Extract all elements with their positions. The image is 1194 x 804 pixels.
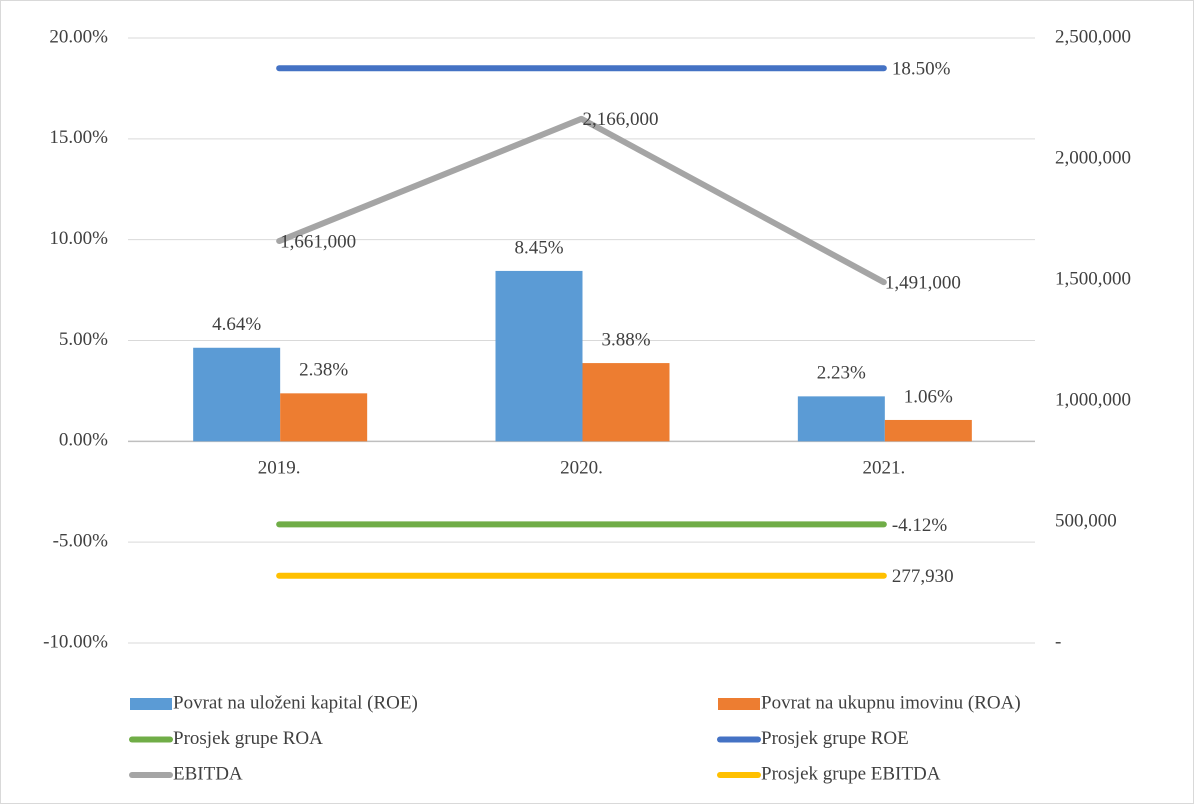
line-value-label: 277,930 xyxy=(892,566,954,587)
y-tick-label: 20.00% xyxy=(49,26,108,47)
legend-label: Prosjek grupe ROE xyxy=(761,728,909,749)
bar xyxy=(884,419,972,442)
line-value-label: -4.12% xyxy=(892,515,948,536)
y-tick-label: 10.00% xyxy=(49,228,108,249)
bar xyxy=(582,363,670,442)
line-value-label: 1,661,000 xyxy=(280,231,356,252)
y-tick-label: 15.00% xyxy=(49,127,108,148)
y-tick-label: 0.00% xyxy=(59,430,108,451)
legend-label: Prosjek grupe ROA xyxy=(173,728,323,749)
legend-label: EBITDA xyxy=(173,763,243,784)
y2-tick-label: 1,500,000 xyxy=(1055,268,1131,289)
y2-tick-label: - xyxy=(1055,631,1061,652)
legend-swatch xyxy=(130,698,172,710)
y-tick-label: 5.00% xyxy=(59,329,108,350)
line-value-label: 2,166,000 xyxy=(583,109,659,130)
y2-tick-label: 1,000,000 xyxy=(1055,389,1131,410)
bar-value-label: 3.88% xyxy=(601,329,650,350)
y2-tick-label: 2,500,000 xyxy=(1055,26,1131,47)
bar xyxy=(797,396,885,442)
legend-swatch xyxy=(718,698,760,710)
legend-label: Prosjek grupe EBITDA xyxy=(761,763,941,784)
x-tick-label: 2021. xyxy=(862,458,905,479)
legend-label: Povrat na ukupnu imovinu (ROA) xyxy=(761,692,1021,713)
bar-value-label: 1.06% xyxy=(904,386,953,407)
x-tick-label: 2019. xyxy=(258,458,301,479)
y-tick-label: -5.00% xyxy=(53,531,109,552)
legend-label: Povrat na uloženi kapital (ROE) xyxy=(173,692,418,713)
bar-value-label: 2.38% xyxy=(299,360,348,381)
bar-value-label: 8.45% xyxy=(514,237,563,258)
y2-tick-label: 500,000 xyxy=(1055,510,1117,531)
bar-value-label: 4.64% xyxy=(212,314,261,335)
line-value-label: 1,491,000 xyxy=(885,273,961,294)
x-tick-label: 2020. xyxy=(560,458,603,479)
y-tick-label: -10.00% xyxy=(43,631,108,652)
bar xyxy=(495,270,583,442)
line-value-label: 18.50% xyxy=(892,59,951,80)
bar xyxy=(280,393,368,442)
bar-value-label: 2.23% xyxy=(817,363,866,384)
line-series xyxy=(276,115,887,286)
bar xyxy=(193,347,281,442)
y2-tick-label: 2,000,000 xyxy=(1055,147,1131,168)
